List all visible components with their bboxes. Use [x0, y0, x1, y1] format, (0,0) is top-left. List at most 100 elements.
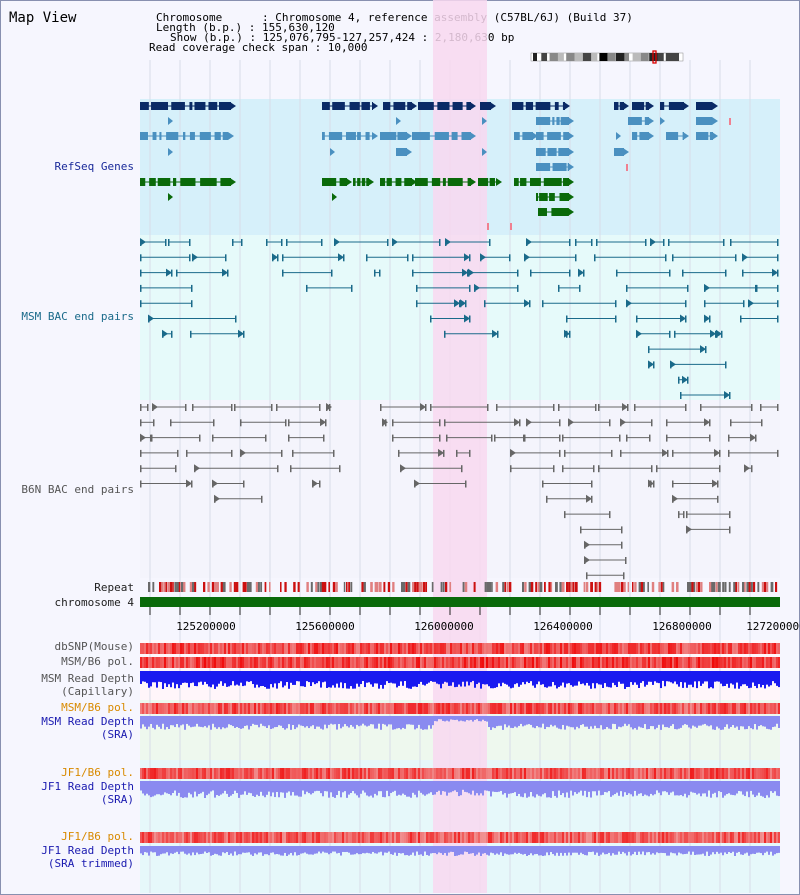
- chromosome-ideogram[interactable]: [530, 50, 684, 64]
- depth-bar: [444, 716, 446, 722]
- heat-cell: [334, 643, 336, 654]
- depth-bar: [522, 671, 524, 683]
- depth-bar: [754, 846, 756, 854]
- depth-bar: [462, 781, 464, 790]
- heat-cell: [158, 768, 160, 779]
- heat-cell: [372, 768, 374, 779]
- heat-cell: [716, 643, 718, 654]
- heat-cell: [338, 832, 340, 843]
- bac-end: [331, 269, 333, 277]
- bac-end: [510, 465, 512, 473]
- bac-end: [392, 419, 394, 427]
- heat-cell: [284, 643, 286, 654]
- bac-end: [225, 254, 227, 262]
- depth-bar: [416, 846, 418, 852]
- heat-cell: [434, 768, 436, 779]
- depth-bar: [642, 846, 644, 852]
- heat-cell: [484, 768, 486, 779]
- depth-bar: [350, 716, 352, 726]
- heat-cell: [736, 643, 738, 654]
- heat-cell: [602, 643, 604, 654]
- heat-cell: [430, 643, 432, 654]
- gene-strand-arrow: [482, 117, 487, 125]
- bac-end: [491, 434, 493, 442]
- heat-cell: [658, 703, 660, 714]
- gene-exon: [431, 178, 441, 186]
- gene-marker: [729, 118, 731, 125]
- bac-end: [168, 239, 170, 246]
- heat-cell: [726, 768, 728, 779]
- bac-end: [277, 465, 279, 473]
- depth-bar: [654, 671, 656, 682]
- bac-end: [379, 269, 381, 277]
- depth-bar: [446, 846, 448, 856]
- depth-bar: [714, 671, 716, 682]
- repeat-block: [332, 582, 336, 592]
- repeat-block: [269, 582, 271, 592]
- heat-cell: [370, 643, 372, 654]
- heat-cell: [660, 832, 662, 843]
- heat-cell: [714, 703, 716, 714]
- gene-exon: [395, 178, 402, 186]
- heat-cell: [448, 657, 450, 668]
- heat-cell: [580, 832, 582, 843]
- bac-end-arrow: [620, 418, 626, 427]
- heat-cell: [644, 768, 646, 779]
- heat-cell: [278, 832, 280, 843]
- heat-cell: [428, 657, 430, 668]
- msm-bac-features[interactable]: [140, 238, 779, 399]
- depth-bar: [768, 846, 770, 855]
- track-label-msm-bac[interactable]: MSM BAC end pairs: [21, 310, 134, 323]
- heat-cell: [690, 657, 692, 668]
- heat-cell: [710, 643, 712, 654]
- depth-bar: [726, 781, 728, 795]
- depth-bar: [720, 781, 722, 793]
- refseq-gene-features[interactable]: [140, 102, 731, 230]
- depth-bar: [748, 716, 750, 727]
- b6n-bac-features[interactable]: [140, 403, 779, 580]
- depth-bar: [518, 781, 520, 794]
- track-label-b6n-bac[interactable]: B6N BAC end pairs: [21, 483, 134, 496]
- depth-bar: [364, 716, 366, 726]
- heat-cell: [444, 643, 446, 654]
- heat-cell: [396, 768, 398, 779]
- depth-bar: [376, 716, 378, 729]
- heat-cell: [180, 657, 182, 668]
- depth-bar: [280, 671, 282, 682]
- depth-bar: [262, 781, 264, 796]
- repeat-block: [174, 582, 177, 592]
- heat-cell: [350, 768, 352, 779]
- gene-exon: [353, 178, 356, 186]
- heat-cell: [728, 703, 730, 714]
- heat-cell: [632, 703, 634, 714]
- depth-bar: [554, 716, 556, 726]
- depth-bar: [558, 846, 560, 856]
- depth-bar: [604, 716, 606, 730]
- heat-cell: [564, 657, 566, 668]
- depth-bar: [376, 846, 378, 854]
- depth-bar: [348, 846, 350, 853]
- depth-bar: [226, 671, 228, 687]
- depth-bar: [254, 781, 256, 797]
- gene-exon: [339, 178, 347, 186]
- heat-cell: [542, 657, 544, 668]
- heat-cell: [608, 657, 610, 668]
- heat-cell: [592, 703, 594, 714]
- heat-cell: [690, 643, 692, 654]
- heat-cell: [612, 657, 614, 668]
- depth-bar: [510, 846, 512, 855]
- bac-end: [729, 526, 731, 534]
- repeat-block: [392, 582, 395, 592]
- depth-bar: [614, 846, 616, 855]
- depth-bar: [240, 781, 242, 795]
- heat-cell: [270, 657, 272, 668]
- depth-bar: [440, 781, 442, 795]
- heat-cell: [152, 832, 154, 843]
- depth-bar: [488, 781, 490, 792]
- heat-cell: [738, 768, 740, 779]
- depth-bar: [202, 716, 204, 728]
- depth-bar: [150, 671, 152, 687]
- heat-cell: [524, 657, 526, 668]
- track-label-refseq[interactable]: RefSeq Genes: [54, 160, 134, 173]
